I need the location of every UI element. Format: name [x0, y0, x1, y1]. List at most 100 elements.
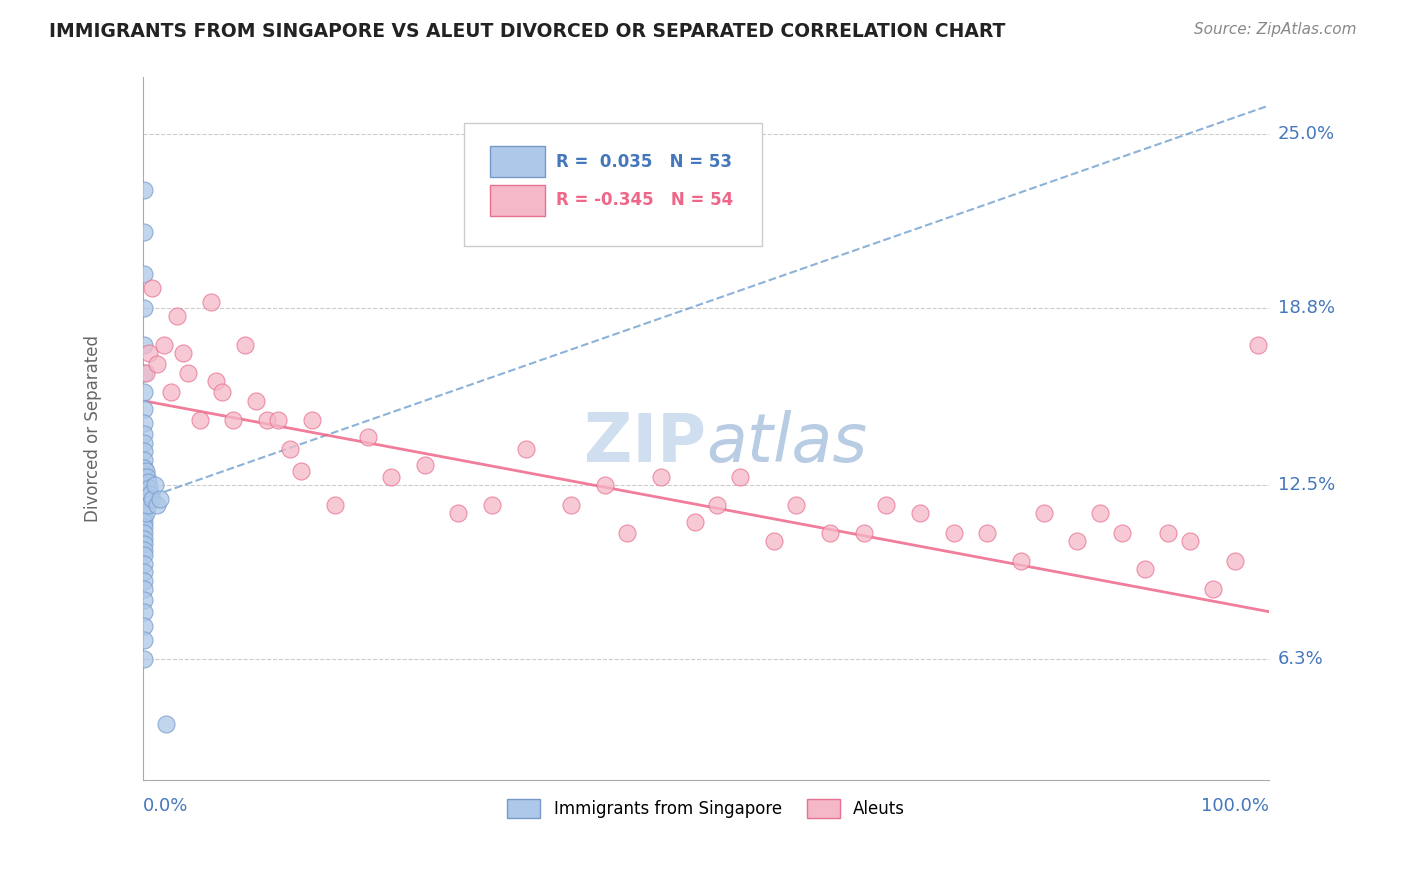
Point — [875, 498, 897, 512]
Point — [134, 469, 156, 483]
FancyBboxPatch shape — [464, 123, 762, 246]
Point — [134, 225, 156, 239]
Point — [908, 506, 931, 520]
Point — [134, 618, 156, 632]
Point — [728, 469, 751, 483]
Text: 0.0%: 0.0% — [143, 797, 188, 815]
Point — [818, 525, 841, 540]
Point — [134, 557, 156, 571]
Point — [135, 478, 157, 492]
Point — [515, 442, 537, 456]
Point — [134, 416, 156, 430]
Point — [1223, 554, 1246, 568]
Point — [134, 515, 156, 529]
Point — [134, 652, 156, 666]
Text: R = -0.345   N = 54: R = -0.345 N = 54 — [557, 192, 734, 210]
Point — [1201, 582, 1223, 596]
Point — [278, 442, 301, 456]
Point — [134, 486, 156, 500]
Point — [155, 717, 177, 731]
Point — [256, 413, 278, 427]
Point — [593, 478, 616, 492]
Point — [380, 469, 402, 483]
Point — [134, 183, 156, 197]
Point — [785, 498, 807, 512]
Point — [135, 492, 157, 507]
Point — [976, 525, 998, 540]
Point — [134, 492, 156, 507]
Point — [136, 475, 159, 490]
Point — [205, 374, 228, 388]
Point — [357, 430, 380, 444]
Point — [481, 498, 503, 512]
Point — [134, 337, 156, 351]
Point — [149, 492, 172, 507]
Text: 18.8%: 18.8% — [1278, 299, 1334, 317]
Point — [1111, 525, 1133, 540]
Point — [135, 366, 157, 380]
Point — [172, 346, 194, 360]
Point — [447, 506, 470, 520]
Legend: Immigrants from Singapore, Aleuts: Immigrants from Singapore, Aleuts — [501, 792, 912, 825]
Point — [141, 281, 163, 295]
Point — [160, 385, 183, 400]
Point — [1088, 506, 1111, 520]
Point — [134, 475, 156, 490]
Point — [1010, 554, 1032, 568]
Point — [143, 478, 166, 492]
Point — [560, 498, 582, 512]
Point — [706, 498, 728, 512]
Point — [762, 534, 785, 549]
Point — [245, 393, 267, 408]
Point — [138, 346, 160, 360]
Point — [852, 525, 875, 540]
Point — [942, 525, 965, 540]
Point — [134, 385, 156, 400]
Text: 100.0%: 100.0% — [1201, 797, 1268, 815]
Point — [134, 461, 156, 475]
Text: 25.0%: 25.0% — [1278, 125, 1334, 143]
Point — [134, 632, 156, 647]
Point — [146, 498, 169, 512]
Point — [134, 498, 156, 512]
Point — [188, 413, 211, 427]
Text: Divorced or Separated: Divorced or Separated — [84, 335, 101, 523]
Point — [135, 469, 157, 483]
Point — [135, 506, 157, 520]
Point — [134, 267, 156, 281]
Point — [134, 593, 156, 607]
Point — [1156, 525, 1178, 540]
Point — [177, 366, 200, 380]
Point — [323, 498, 346, 512]
Text: atlas: atlas — [706, 410, 868, 476]
Point — [134, 444, 156, 458]
Point — [134, 582, 156, 596]
Point — [134, 481, 156, 495]
Point — [1133, 562, 1156, 576]
Point — [1178, 534, 1201, 549]
Point — [134, 509, 156, 524]
Point — [134, 301, 156, 315]
Point — [134, 574, 156, 588]
Point — [139, 486, 162, 500]
Point — [134, 525, 156, 540]
Point — [134, 436, 156, 450]
Point — [135, 486, 157, 500]
Point — [152, 337, 174, 351]
Point — [141, 492, 163, 507]
Text: ZIP: ZIP — [583, 410, 706, 476]
Point — [134, 532, 156, 546]
Point — [267, 413, 290, 427]
Point — [290, 464, 312, 478]
Point — [222, 413, 245, 427]
Point — [200, 295, 222, 310]
Point — [301, 413, 323, 427]
Point — [650, 469, 672, 483]
Point — [134, 402, 156, 417]
Point — [134, 542, 156, 557]
Text: IMMIGRANTS FROM SINGAPORE VS ALEUT DIVORCED OR SEPARATED CORRELATION CHART: IMMIGRANTS FROM SINGAPORE VS ALEUT DIVOR… — [49, 22, 1005, 41]
Point — [1066, 534, 1088, 549]
Point — [413, 458, 436, 473]
Point — [166, 310, 188, 324]
Point — [134, 427, 156, 442]
